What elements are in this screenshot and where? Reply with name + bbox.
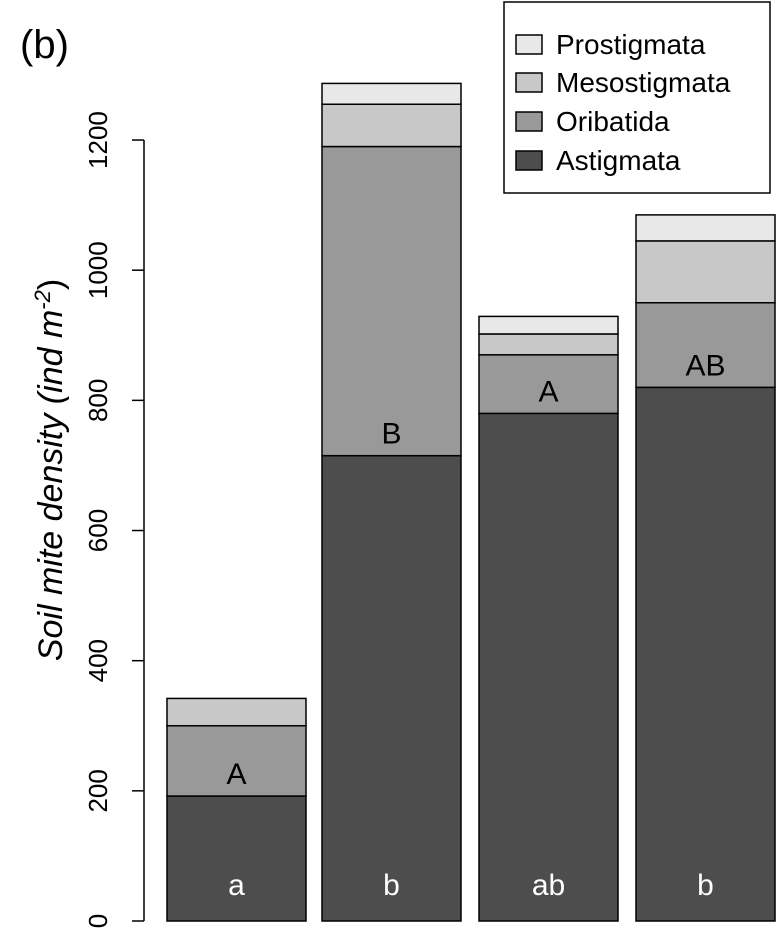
bar-segment-prostigmata-4 [635, 214, 776, 242]
bar-segment-mesostigmata-4 [635, 240, 776, 304]
y-tick-label-1000: 1000 [83, 241, 113, 299]
bar-segment-astigmata-2 [321, 454, 462, 922]
y-axis-title-unit: (ind m [32, 310, 70, 404]
legend-swatch-prostigmata [515, 34, 543, 55]
bar-annotations: a Ab Bab Ab AB [226, 349, 725, 902]
y-tick-label-400: 400 [83, 639, 113, 682]
bar-segment-prostigmata-2 [321, 82, 462, 105]
bar-segment-mesostigmata-1 [166, 697, 307, 727]
bar-segment-oribatida-2 [321, 145, 462, 457]
y-tick-label-1200: 1200 [83, 111, 113, 169]
annotation-upper-2: B [381, 418, 401, 451]
annotation-upper-3: A [538, 375, 558, 408]
annotation-lower-3: ab [532, 869, 565, 902]
y-axis-title-close: ) [32, 279, 70, 290]
annotation-lower-4: b [697, 869, 714, 902]
bars-group [166, 82, 776, 922]
bar-segment-oribatida-3 [478, 354, 619, 415]
y-tick-label-600: 600 [83, 509, 113, 552]
y-axis-title-main: Soil mite density [32, 404, 70, 661]
annotation-upper-1: A [226, 758, 246, 791]
legend-label-astigmata: Astigmata [556, 145, 681, 176]
y-axis-title-superscript: -2 [30, 290, 55, 310]
bar-segment-mesostigmata-2 [321, 103, 462, 148]
legend-swatch-mesostigmata [515, 72, 543, 93]
panel-label: (b) [20, 23, 69, 67]
y-axis: 0 200 400 600 800 1000 1200 [83, 111, 145, 928]
bar-segment-astigmata-3 [478, 412, 619, 922]
legend-box [503, 1, 771, 194]
y-tick-label-800: 800 [83, 379, 113, 422]
y-tick-label-0: 0 [83, 914, 113, 928]
annotation-upper-4: AB [685, 349, 725, 382]
bar-segment-mesostigmata-3 [478, 333, 619, 356]
y-tick-label-200: 200 [83, 769, 113, 812]
annotation-lower-2: b [383, 869, 400, 902]
bar-segment-astigmata-1 [166, 795, 307, 922]
legend-swatch-astigmata [515, 150, 543, 171]
legend-label-oribatida: Oribatida [556, 106, 670, 137]
bar-segment-oribatida-1 [166, 725, 307, 797]
legend: Prostigmata Mesostigmata Oribatida Astigmat… [503, 1, 771, 194]
y-axis-title: Soil mite density (ind m-2) [30, 279, 71, 661]
legend-label-prostigmata: Prostigmata [556, 29, 706, 60]
annotation-lower-1: a [228, 869, 245, 902]
bar-segment-astigmata-4 [635, 386, 776, 922]
legend-swatch-oribatida [515, 111, 543, 132]
legend-label-mesostigmata: Mesostigmata [556, 67, 731, 98]
bar-segment-prostigmata-3 [478, 315, 619, 335]
